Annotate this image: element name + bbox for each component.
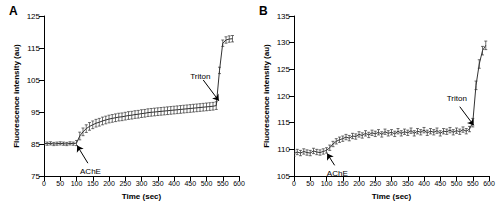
svg-text:105: 105 xyxy=(27,76,41,85)
svg-text:200: 200 xyxy=(103,180,115,187)
svg-text:50: 50 xyxy=(56,180,64,187)
svg-text:100: 100 xyxy=(321,180,333,187)
svg-text:A: A xyxy=(9,4,18,18)
svg-text:400: 400 xyxy=(418,180,430,187)
svg-text:115: 115 xyxy=(27,44,40,53)
svg-text:550: 550 xyxy=(217,180,229,187)
svg-text:125: 125 xyxy=(277,65,291,74)
svg-text:Fluorescence intensity (au): Fluorescence intensity (au) xyxy=(262,44,271,148)
svg-text:AChE: AChE xyxy=(327,169,348,178)
svg-text:Fluorescence intensity (au): Fluorescence intensity (au) xyxy=(12,44,21,148)
svg-text:150: 150 xyxy=(337,180,349,187)
svg-text:600: 600 xyxy=(483,180,495,187)
svg-text:350: 350 xyxy=(152,180,164,187)
svg-text:130: 130 xyxy=(277,38,291,47)
svg-text:105: 105 xyxy=(277,172,291,181)
svg-text:Triton: Triton xyxy=(447,94,467,103)
svg-text:Time (sec): Time (sec) xyxy=(372,192,412,201)
svg-text:Triton: Triton xyxy=(190,72,210,81)
svg-text:B: B xyxy=(259,4,268,18)
svg-text:350: 350 xyxy=(402,180,414,187)
svg-text:AChE: AChE xyxy=(80,167,101,176)
svg-text:550: 550 xyxy=(467,180,479,187)
svg-text:300: 300 xyxy=(136,180,148,187)
svg-text:110: 110 xyxy=(277,145,290,154)
svg-text:125: 125 xyxy=(27,12,41,21)
svg-text:100: 100 xyxy=(71,180,83,187)
svg-text:500: 500 xyxy=(451,180,463,187)
svg-text:450: 450 xyxy=(434,180,446,187)
svg-text:500: 500 xyxy=(201,180,213,187)
svg-text:250: 250 xyxy=(369,180,381,187)
svg-text:300: 300 xyxy=(386,180,398,187)
svg-text:75: 75 xyxy=(31,172,40,181)
svg-text:150: 150 xyxy=(87,180,99,187)
svg-text:120: 120 xyxy=(277,92,291,101)
svg-text:85: 85 xyxy=(31,140,40,149)
svg-text:250: 250 xyxy=(119,180,131,187)
svg-text:135: 135 xyxy=(277,12,291,21)
svg-text:Time (sec): Time (sec) xyxy=(122,192,162,201)
svg-text:115: 115 xyxy=(277,118,290,127)
svg-text:450: 450 xyxy=(184,180,196,187)
svg-text:600: 600 xyxy=(233,180,245,187)
svg-text:95: 95 xyxy=(31,108,40,117)
svg-text:200: 200 xyxy=(353,180,365,187)
svg-text:0: 0 xyxy=(292,180,296,187)
svg-text:0: 0 xyxy=(42,180,46,187)
svg-text:50: 50 xyxy=(306,180,314,187)
svg-text:400: 400 xyxy=(168,180,180,187)
